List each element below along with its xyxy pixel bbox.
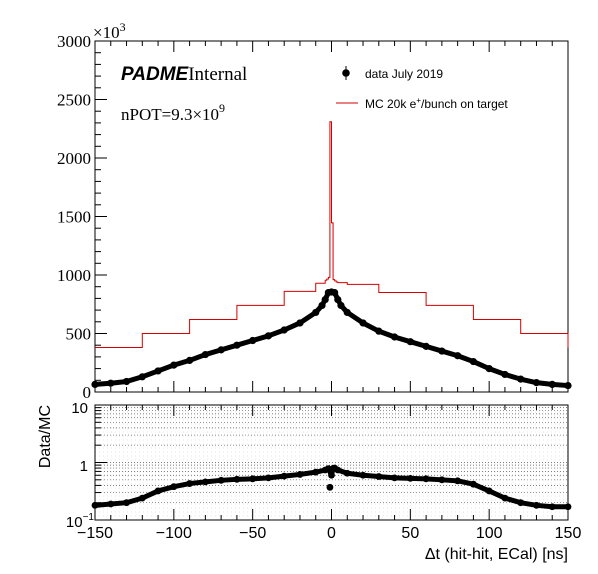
ratio-x-ticks [94, 405, 569, 520]
ratio-ytick-min-power: −1 [83, 512, 95, 523]
ratio-point [326, 483, 334, 491]
ratio-grid [95, 407, 568, 517]
ratio-x-tick-label: 150 [555, 525, 582, 542]
ratio-point [328, 471, 335, 479]
npot-label: nPOT=9.3×109 [121, 101, 225, 124]
ratio-point [406, 474, 414, 482]
ratio-x-tick-label: −100 [156, 525, 192, 542]
ratio-x-tick-label: −50 [239, 525, 266, 542]
ratio-point [391, 474, 398, 482]
ratio-point [249, 475, 257, 483]
ratio-x-axis-label: Δt (hit-hit, ECal) [ns] [425, 546, 568, 563]
main-y-tick-label: 2500 [57, 91, 91, 110]
ratio-point [454, 477, 462, 485]
y-exponent-power: 3 [120, 20, 126, 34]
legend-mc-suffix: /bunch on target [421, 97, 508, 111]
main-y-ticks [95, 40, 107, 393]
ratio-point [375, 473, 383, 480]
ratio-point [170, 483, 178, 491]
main-y-tick-label: 2000 [57, 149, 91, 168]
ratio-x-tick-label: −150 [77, 525, 113, 542]
main-y-tick-label: 1000 [57, 266, 91, 285]
ratio-x-tick-label: 50 [401, 525, 419, 542]
legend: data July 2019 MC 20k e+/bunch on target [336, 66, 508, 111]
ratio-series [91, 464, 572, 511]
ratio-point [359, 471, 367, 479]
ratio-ytick-1: 1 [80, 458, 88, 475]
ratio-point [217, 476, 225, 484]
ratio-point [470, 480, 477, 488]
ratio-panel: −150 −100 −50 0 50 100 150 10 1 10−1 Data/MC Δ… [37, 400, 581, 563]
ratio-point [154, 487, 162, 495]
internal-label: Internal [188, 64, 247, 85]
ratio-point [517, 499, 525, 507]
ratio-point [334, 466, 342, 474]
ratio-point [422, 475, 430, 483]
ratio-point [91, 501, 99, 509]
ratio-point [438, 476, 446, 484]
main-y-tick-label: 3000 [57, 32, 91, 51]
ratio-point [533, 501, 540, 509]
main-y-tick-label: 0 [83, 383, 92, 402]
padme-label: PADMEInternal [121, 64, 247, 85]
legend-data-label: data July 2019 [365, 67, 443, 81]
legend-mc-sup: + [416, 96, 421, 105]
ratio-x-tick-label: 0 [327, 525, 336, 542]
ratio-point [564, 503, 572, 511]
ratio-point [343, 469, 351, 477]
ratio-y-axis-label: Data/MC [37, 405, 54, 468]
main-panel: 0 500 1000 1500 2000 2500 3000 ×103 PADMEInter… [57, 20, 572, 402]
main-y-tick-label: 500 [66, 325, 92, 344]
ratio-point [548, 503, 556, 511]
main-y-tick-label: 1500 [57, 208, 91, 227]
ratio-point [233, 475, 241, 483]
ratio-point [186, 480, 194, 487]
legend-mc-label: MC 20k e+/bunch on target [365, 96, 508, 111]
ratio-point [123, 499, 130, 507]
mc-step-line [95, 121, 569, 349]
ratio-point [201, 478, 209, 486]
data-point-band [94, 289, 569, 389]
main-y-tick-labels: 0 500 1000 1500 2000 2500 3000 [57, 32, 91, 402]
ratio-ytick-10: 10 [71, 400, 88, 417]
ratio-ytick-min: 10−1 [66, 512, 95, 531]
ratio-point [485, 487, 493, 495]
y-exponent-label: ×103 [93, 20, 126, 42]
npot-power: 9 [219, 101, 225, 115]
ratio-point [265, 474, 272, 482]
ratio-point [312, 468, 320, 476]
mc-series [95, 121, 569, 349]
ratio-point [296, 471, 304, 478]
ratio-x-tick-label: 100 [476, 525, 503, 542]
ratio-point [280, 472, 288, 480]
ratio-x-tick-labels: −150 −100 −50 0 50 100 150 [77, 525, 581, 542]
ratio-point [107, 500, 115, 508]
ratio-point [501, 494, 509, 502]
ratio-point [138, 494, 146, 502]
data-series [91, 288, 572, 390]
